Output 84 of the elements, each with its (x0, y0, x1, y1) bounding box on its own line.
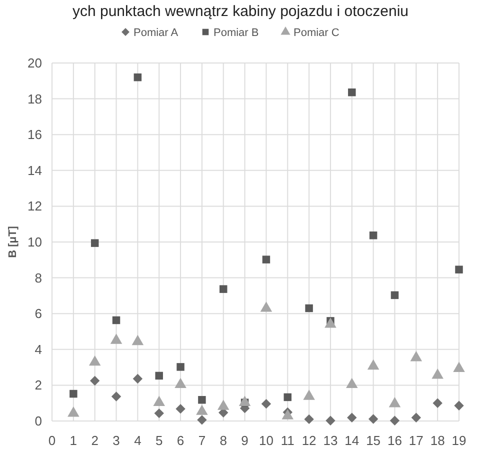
point (369, 232, 378, 240)
x-tick-label: 8 (220, 433, 227, 448)
point (410, 351, 422, 362)
point (390, 416, 400, 426)
point (134, 73, 142, 82)
point (154, 408, 164, 418)
point (174, 378, 186, 388)
x-tick-label: 18 (430, 433, 445, 448)
y-tick-label: 12 (28, 198, 42, 214)
y-tick-label: 14 (28, 162, 42, 178)
x-tick-label: 6 (176, 433, 184, 448)
point (262, 256, 270, 264)
point (346, 378, 358, 388)
point (455, 266, 463, 274)
x-tick-label: 10 (258, 433, 274, 448)
point (432, 368, 444, 379)
point (88, 355, 101, 366)
x-tick-label: 12 (302, 433, 316, 448)
y-axis-title: B [μT] (7, 226, 19, 258)
chart-title: ych punktach wewnątrz kabiny pojazdu i otoczeniu (72, 3, 409, 20)
point (347, 412, 357, 422)
point (153, 396, 165, 406)
point (348, 88, 356, 96)
y-tick-label: 6 (34, 306, 42, 322)
x-tick-label: 2 (91, 433, 98, 448)
point (70, 390, 78, 398)
point (324, 318, 336, 328)
x-tick-label: 15 (366, 433, 381, 448)
point (198, 396, 206, 404)
x-tick-label: 4 (134, 433, 142, 448)
x-tick-label: 0 (48, 433, 56, 448)
point (110, 334, 122, 344)
x-tick-label: 14 (344, 433, 360, 448)
y-tick-label: 20 (28, 56, 42, 70)
point (90, 239, 99, 247)
point (432, 398, 442, 408)
point (390, 291, 399, 300)
legend-label: Pomiar A (134, 27, 179, 39)
point (217, 400, 230, 410)
x-tick-label: 9 (241, 433, 248, 448)
legend-label: Pomiar C (294, 27, 340, 39)
x-tick-label: 17 (408, 433, 424, 448)
point (176, 404, 186, 414)
point (284, 393, 292, 402)
y-tick-label: 10 (28, 234, 42, 250)
point (155, 372, 163, 380)
point (132, 334, 144, 346)
point (90, 376, 100, 386)
x-tick-label: 13 (323, 433, 338, 448)
point (260, 302, 272, 312)
y-tick-label: 8 (34, 270, 42, 286)
point (68, 406, 80, 417)
y-tick-label: 4 (34, 342, 42, 357)
x-tick-label: 16 (388, 433, 402, 448)
point (304, 414, 314, 424)
point (196, 404, 208, 415)
x-tick-label: 11 (280, 433, 294, 448)
x-tick-label: 3 (112, 433, 120, 448)
point (367, 359, 380, 370)
point (176, 363, 184, 371)
y-tick-label: 0 (34, 414, 42, 428)
point (132, 374, 143, 384)
point (305, 304, 313, 312)
point (112, 316, 120, 324)
point (326, 416, 336, 426)
x-tick-label: 1 (70, 433, 78, 448)
point (368, 414, 378, 424)
point (261, 398, 272, 409)
point (453, 362, 465, 372)
point (197, 415, 207, 425)
point (303, 390, 315, 400)
legend-label: Pomiar B (214, 27, 259, 39)
y-tick-label: 16 (28, 127, 42, 142)
point (238, 396, 251, 406)
x-tick-label: 7 (198, 433, 206, 448)
point (388, 397, 401, 408)
x-tick-label: 19 (452, 433, 466, 448)
point (111, 392, 122, 402)
point (411, 412, 422, 422)
point (454, 400, 464, 410)
y-tick-label: 2 (34, 378, 42, 393)
x-tick-label: 5 (155, 433, 163, 448)
point (219, 285, 228, 293)
y-tick-label: 18 (28, 91, 42, 106)
